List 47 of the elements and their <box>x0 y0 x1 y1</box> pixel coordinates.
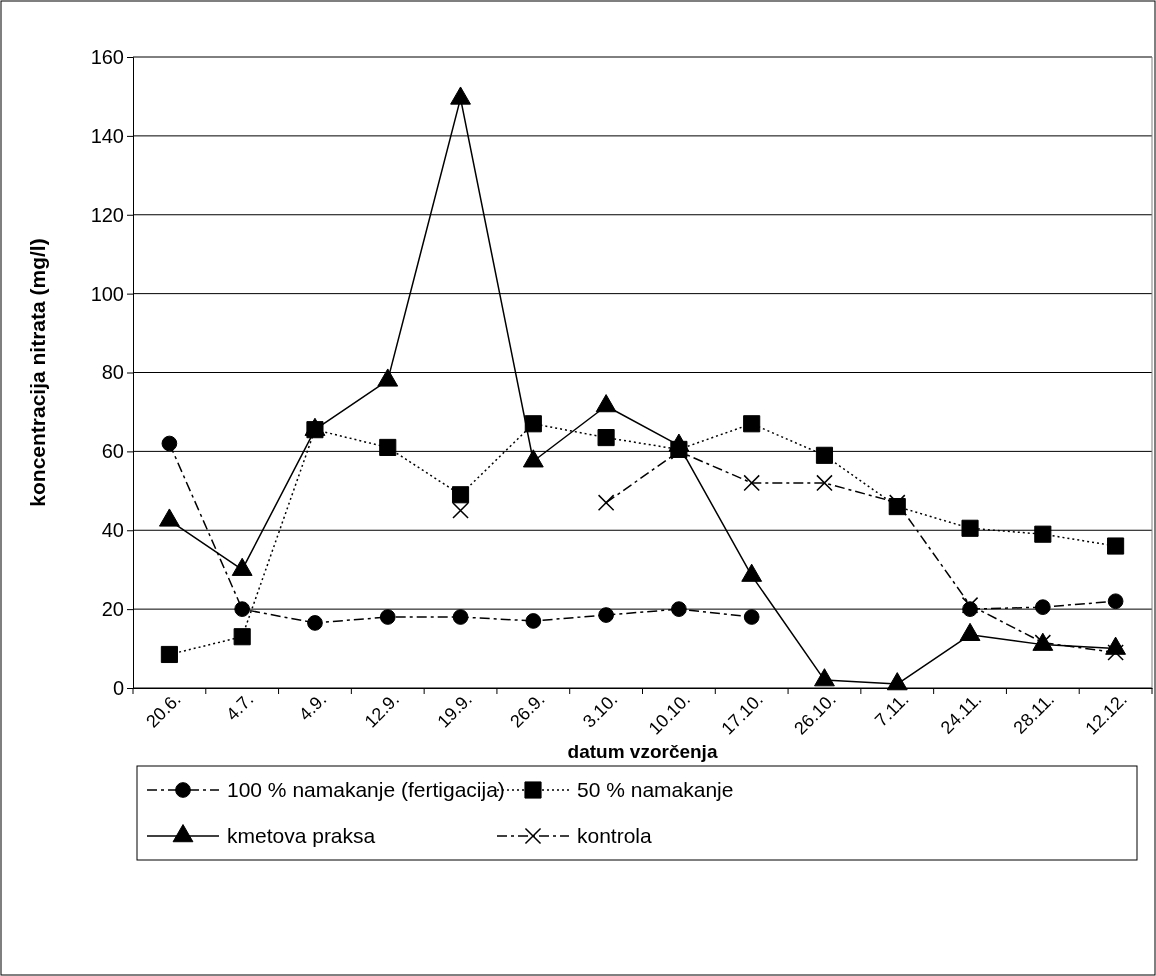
point <box>597 429 615 447</box>
y-tick-label: 160 <box>90 45 124 68</box>
point <box>525 613 542 629</box>
y-tick-label: 120 <box>90 203 124 226</box>
point <box>815 446 834 464</box>
y-tick-label: 80 <box>101 361 124 384</box>
point <box>1107 593 1124 610</box>
point <box>379 438 397 456</box>
point <box>233 628 251 646</box>
point <box>743 415 761 433</box>
point <box>816 474 833 492</box>
x-axis-title: datum vzorčenja <box>567 741 718 762</box>
point <box>888 494 906 511</box>
legend-label: kontrola <box>577 824 653 848</box>
point <box>452 502 469 519</box>
point <box>597 494 615 511</box>
y-tick-label: 60 <box>101 440 124 463</box>
point <box>451 486 470 504</box>
point <box>743 609 760 625</box>
x-tick-label: 7.11. <box>871 689 913 731</box>
x-tick-label: 3.10. <box>578 689 622 732</box>
point <box>743 474 760 492</box>
point <box>160 645 178 664</box>
y-tick-label: 100 <box>90 282 124 305</box>
legend-label: kmetova praksa <box>227 824 376 848</box>
y-tick-label: 140 <box>90 124 124 147</box>
y-tick-label: 0 <box>112 676 124 699</box>
point <box>671 601 687 617</box>
y-tick-label: 40 <box>101 519 124 542</box>
point <box>961 596 979 614</box>
x-tick-label: 4.9. <box>294 689 331 725</box>
legend-label: 50 % namakanje <box>577 778 734 802</box>
point <box>307 615 323 631</box>
point <box>598 607 614 623</box>
y-tick-label: 20 <box>101 598 124 621</box>
point <box>1034 525 1052 543</box>
point <box>452 609 469 625</box>
point <box>1034 599 1051 615</box>
point <box>161 435 178 452</box>
legend-label: 100 % namakanje (fertigacija) <box>227 778 505 802</box>
x-tick-label: 4.7. <box>222 689 258 725</box>
point <box>379 609 396 625</box>
point <box>524 415 542 433</box>
point <box>1107 537 1125 555</box>
y-axis-title: koncentracija nitrata (mg/l) <box>26 238 49 507</box>
point <box>961 519 979 537</box>
point <box>234 601 251 617</box>
